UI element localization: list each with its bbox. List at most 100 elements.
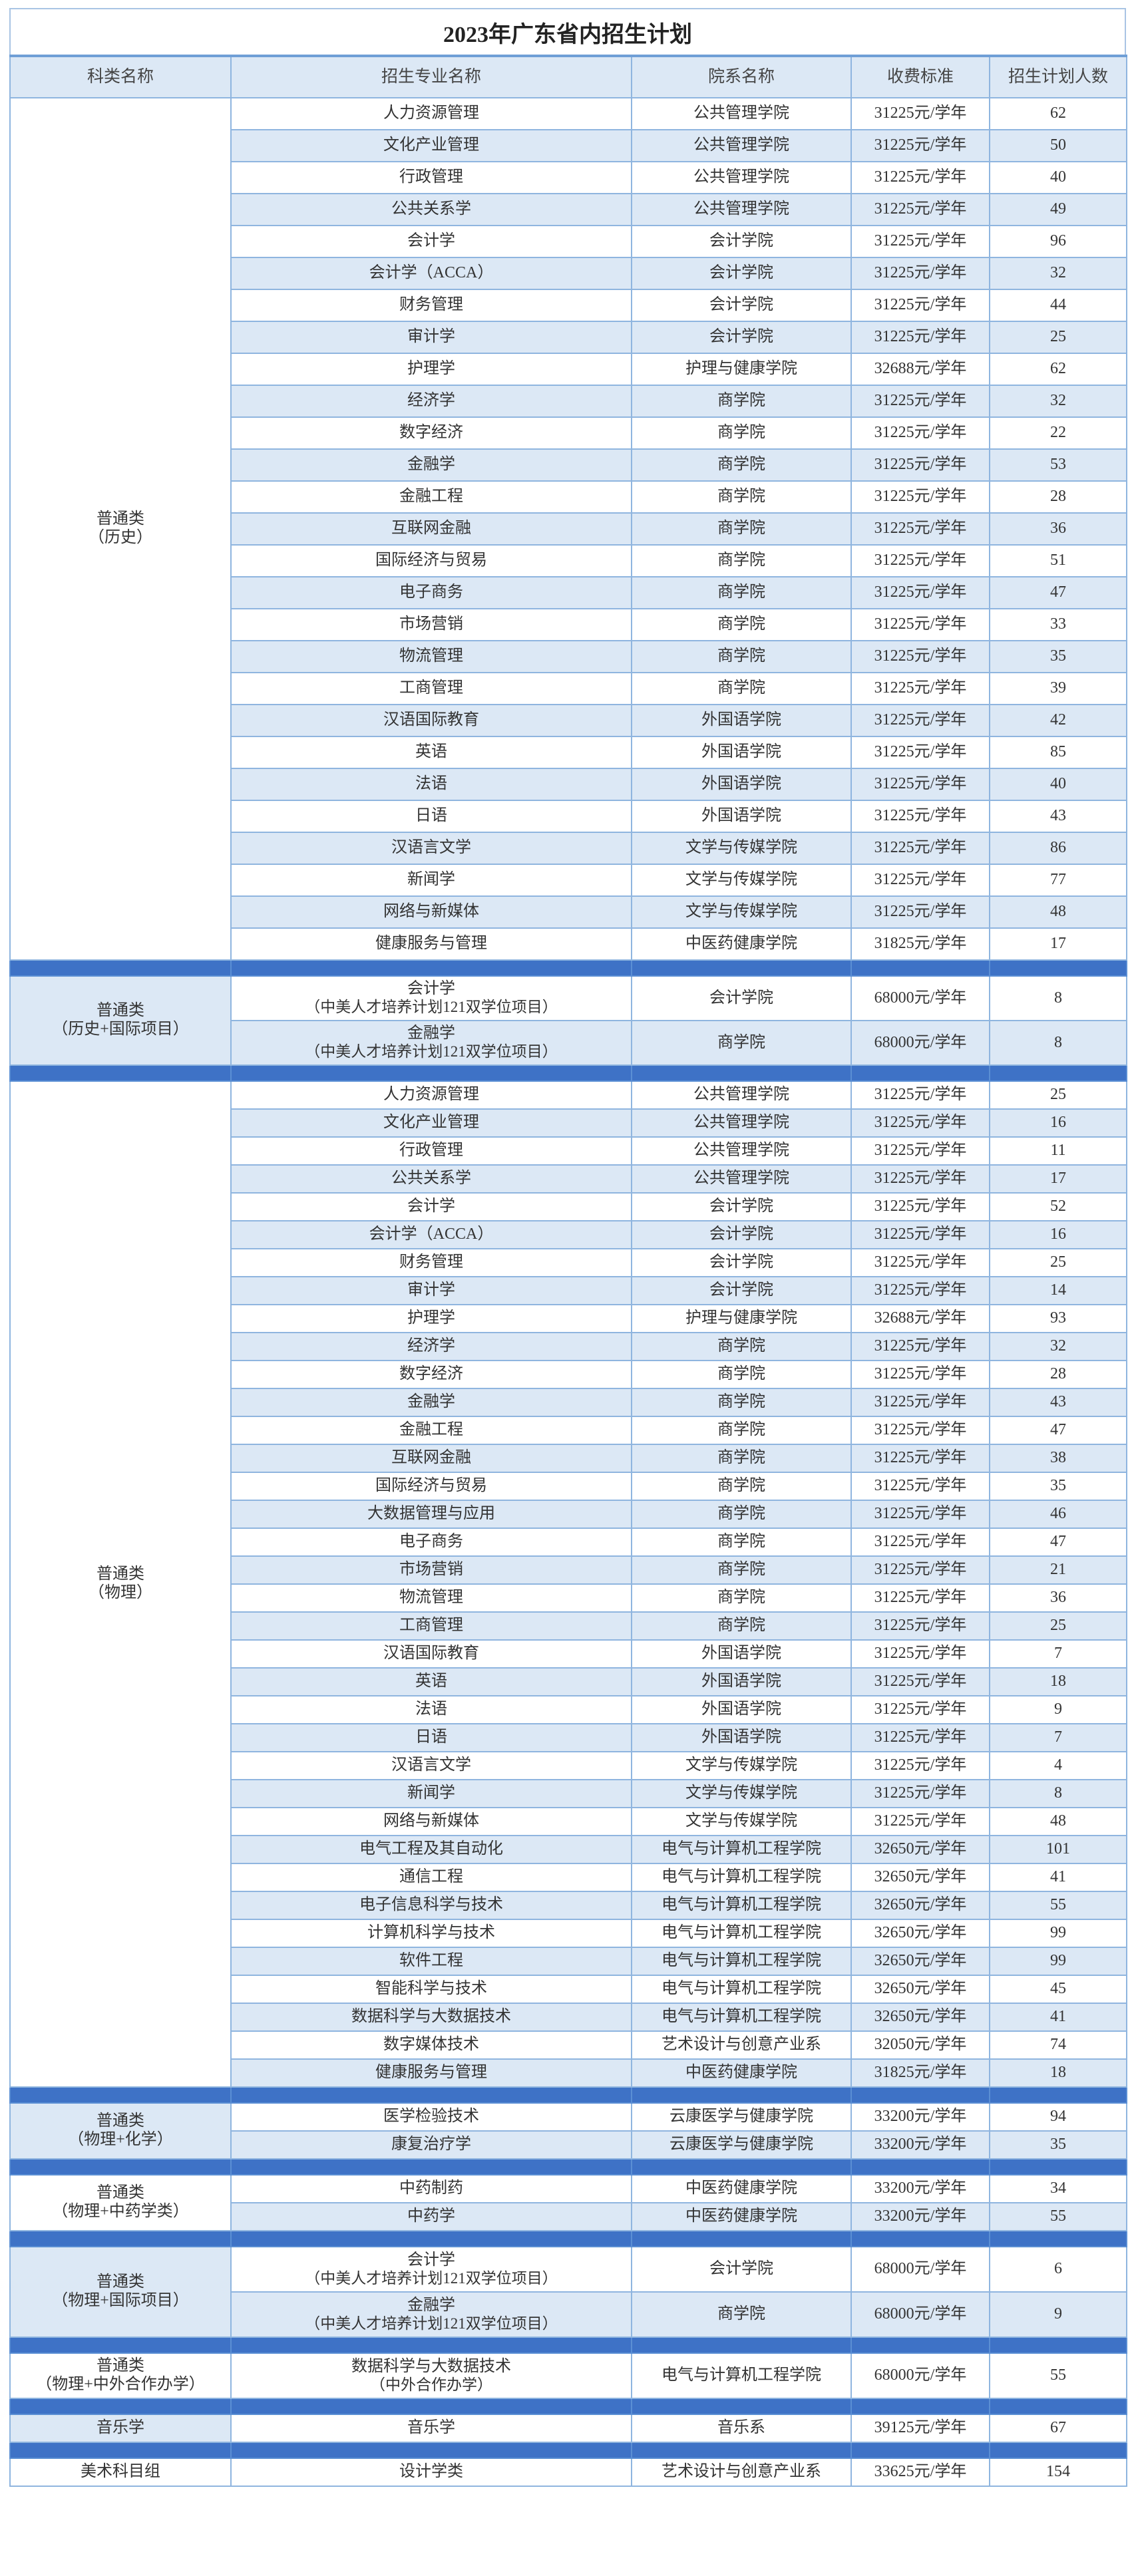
major-cell: 电子商务 <box>230 576 632 609</box>
quota-cell: 7 <box>989 1723 1127 1752</box>
quota-cell: 101 <box>989 1835 1127 1864</box>
major-name: 互联网金融 <box>391 1449 471 1467</box>
separator-cell <box>989 2442 1127 2459</box>
table-row: 文化产业管理 公共管理学院 31225元/学年 50 <box>10 129 1127 162</box>
major-name: 计算机科学与技术 <box>367 1924 495 1942</box>
quota-cell: 4 <box>989 1751 1127 1780</box>
major-name: 英语 <box>415 743 447 761</box>
major-cell: 网络与新媒体 <box>230 1807 632 1836</box>
separator-cell <box>9 2442 232 2459</box>
quota-cell: 16 <box>989 1108 1127 1138</box>
fee-cell: 32650元/学年 <box>851 1891 990 1920</box>
separator-cell <box>631 2336 852 2354</box>
major-name: 新闻学 <box>407 871 455 889</box>
category-cell: 普通类 （物理+中外合作办学） <box>9 2352 232 2399</box>
enrollment-table: 科类名称 招生专业名称 院系名称 收费标准 招生计划人数 普通类 （历史） 人力资源… <box>9 55 1127 2487</box>
quota-cell: 6 <box>989 2246 1127 2293</box>
college-cell: 艺术设计与创意产业系 <box>631 2458 852 2487</box>
major-name: 市场营销 <box>399 1561 463 1579</box>
major-name: 电气工程及其自动化 <box>359 1840 503 1858</box>
major-cell: 市场营销 <box>230 608 632 641</box>
category-cell: 普通类 （物理+国际项目） <box>9 2246 232 2338</box>
major-cell: 会计学 （中美人才培养计划121双学位项目） <box>230 2246 632 2293</box>
quota-cell: 40 <box>989 161 1127 194</box>
major-name: 日语 <box>415 807 447 825</box>
quota-cell: 77 <box>989 864 1127 897</box>
fee-cell: 32650元/学年 <box>851 1863 990 1892</box>
quota-cell: 7 <box>989 1639 1127 1669</box>
major-cell: 数字经济 <box>230 416 632 450</box>
college-cell: 公共管理学院 <box>631 193 852 226</box>
major-name: 网络与新媒体 <box>383 1812 479 1830</box>
quota-cell: 52 <box>989 1192 1127 1221</box>
quota-cell: 48 <box>989 1807 1127 1836</box>
fee-cell: 31825元/学年 <box>851 2058 990 2088</box>
major-cell: 中药学 <box>230 2202 632 2231</box>
fee-cell: 33625元/学年 <box>851 2458 990 2487</box>
major-name: 大数据管理与应用 <box>367 1505 495 1523</box>
separator-cell <box>230 2086 632 2104</box>
table-row: 金融学 （中美人才培养计划121双学位项目） 商学院 68000元/学年 9 <box>10 2291 1127 2338</box>
separator-cell <box>230 2398 632 2415</box>
major-name: 中药制药 <box>399 2179 463 2197</box>
major-name: 数据科学与大数据技术 <box>351 2008 511 2026</box>
table-row: 法语 外国语学院 31225元/学年 9 <box>10 1695 1127 1724</box>
header-quota: 招生计划人数 <box>989 55 1127 98</box>
quota-cell: 39 <box>989 672 1127 705</box>
college-cell: 文学与传媒学院 <box>631 1751 852 1780</box>
fee-cell: 33200元/学年 <box>851 2202 990 2231</box>
fee-cell: 31225元/学年 <box>851 193 990 226</box>
major-name: 行政管理 <box>399 1142 463 1160</box>
major-name: 金融工程 <box>399 1421 463 1439</box>
major-cell: 日语 <box>230 800 632 833</box>
quota-cell: 99 <box>989 1947 1127 1976</box>
college-cell: 商学院 <box>631 1020 852 1066</box>
table-row: 普通类 （物理+国际项目） 会计学 （中美人才培养计划121双学位项目） 会计学院 680… <box>9 2246 1127 2338</box>
quota-cell: 51 <box>989 544 1127 577</box>
college-cell: 商学院 <box>631 1472 852 1501</box>
fee-cell: 68000元/学年 <box>851 2352 990 2399</box>
major-cell: 经济学 <box>230 385 632 418</box>
college-cell: 文学与传媒学院 <box>631 1807 852 1836</box>
college-cell: 中医药健康学院 <box>631 2202 852 2231</box>
section-separator <box>9 2158 1127 2175</box>
fee-cell: 31225元/学年 <box>851 1080 990 1110</box>
fee-cell: 31225元/学年 <box>851 321 990 354</box>
quota-cell: 14 <box>989 1276 1127 1305</box>
separator-cell <box>989 1064 1127 1082</box>
fee-cell: 68000元/学年 <box>851 2246 990 2293</box>
college-cell: 电气与计算机工程学院 <box>631 2003 852 2032</box>
major-cell: 日语 <box>230 1723 632 1752</box>
category-name: 普通类 <box>96 2184 144 2202</box>
college-cell: 外国语学院 <box>631 1695 852 1724</box>
quota-cell: 62 <box>989 353 1127 386</box>
separator-cell <box>989 2398 1127 2415</box>
fee-cell: 31225元/学年 <box>851 1583 990 1613</box>
major-note: （中美人才培养计划121双学位项目） <box>305 999 558 1016</box>
quota-cell: 11 <box>989 1136 1127 1166</box>
table-row: 普通类 （历史+国际项目） 会计学 （中美人才培养计划121双学位项目） 会计学院 680… <box>9 975 1127 1066</box>
header-fee: 收费标准 <box>851 55 990 98</box>
college-cell: 电气与计算机工程学院 <box>631 1947 852 1976</box>
major-name: 金融工程 <box>399 488 463 506</box>
quota-cell: 53 <box>989 448 1127 482</box>
major-cell: 通信工程 <box>230 1863 632 1892</box>
quota-cell: 18 <box>989 1667 1127 1696</box>
separator-cell <box>631 2442 852 2459</box>
quota-cell: 9 <box>989 1695 1127 1724</box>
fee-cell: 33200元/学年 <box>851 2102 990 2132</box>
major-name: 中药学 <box>407 2207 455 2225</box>
college-cell: 云康医学与健康学院 <box>631 2130 852 2160</box>
college-cell: 中医药健康学院 <box>631 2058 852 2088</box>
fee-cell: 31225元/学年 <box>851 1472 990 1501</box>
major-name: 审计学 <box>407 1281 455 1299</box>
fee-cell: 68000元/学年 <box>851 2291 990 2338</box>
major-name: 法语 <box>415 775 447 793</box>
fee-cell: 31225元/学年 <box>851 704 990 737</box>
college-cell: 外国语学院 <box>631 1723 852 1752</box>
separator-cell <box>989 959 1127 977</box>
major-cell: 会计学 <box>230 225 632 258</box>
quota-cell: 21 <box>989 1555 1127 1585</box>
category-cell: 普通类 （物理） <box>9 1080 232 2088</box>
separator-cell <box>230 2158 632 2175</box>
